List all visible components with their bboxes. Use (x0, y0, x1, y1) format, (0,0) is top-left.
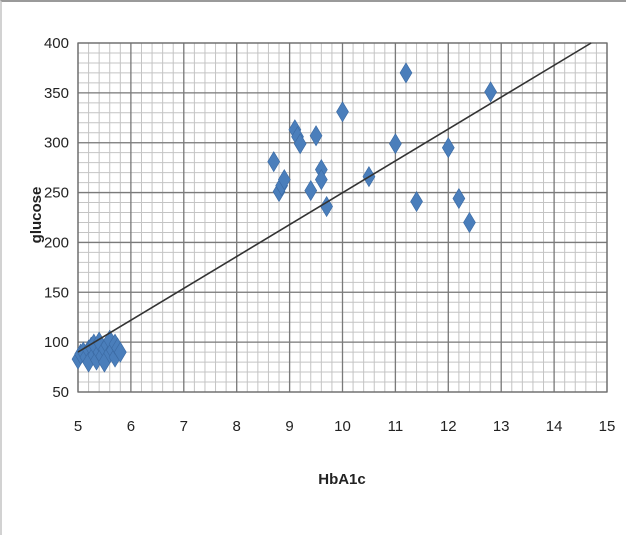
y-axis-tick-labels: 50 100 150 200 250 300 350 400 (44, 35, 69, 401)
y-axis-title: glucose (28, 187, 45, 244)
x-tick-label: 9 (285, 418, 293, 435)
x-tick-label: 11 (388, 418, 404, 435)
data-point (314, 169, 328, 191)
data-point (309, 125, 323, 147)
y-tick-label: 400 (44, 35, 69, 52)
x-tick-label: 13 (493, 418, 510, 435)
x-tick-label: 7 (180, 418, 188, 435)
y-tick-label: 250 (44, 185, 69, 202)
major-gridlines (77, 42, 608, 393)
data-point (304, 179, 318, 202)
x-tick-label: 6 (127, 418, 135, 435)
data-point (441, 137, 455, 159)
y-tick-label: 50 (52, 384, 69, 401)
x-axis-title: HbA1c (318, 471, 366, 488)
y-tick-label: 300 (44, 135, 69, 152)
data-point (320, 195, 333, 218)
data-point (277, 169, 291, 191)
y-tick-label: 200 (44, 234, 69, 251)
y-tick-label: 150 (44, 284, 69, 301)
x-tick-label: 14 (546, 418, 563, 435)
data-point (452, 187, 466, 210)
x-tick-label: 12 (440, 418, 457, 435)
plot-area-border (77, 42, 608, 393)
data-point (293, 133, 307, 155)
data-point (399, 62, 413, 84)
data-point (463, 211, 476, 234)
x-tick-label: 10 (334, 418, 351, 435)
trendline-group (77, 42, 592, 353)
x-tick-label: 5 (74, 418, 82, 435)
y-tick-label: 350 (44, 85, 69, 102)
data-point (484, 81, 497, 103)
trendline (77, 42, 592, 353)
x-tick-label: 8 (233, 418, 241, 435)
data-points (71, 62, 497, 373)
plot-border (77, 42, 608, 393)
data-point (336, 101, 349, 123)
data-point (113, 341, 127, 363)
data-point (389, 133, 402, 155)
data-point (410, 190, 423, 213)
x-axis-tick-labels: 5 6 7 8 9 10 11 12 13 14 15 (74, 418, 616, 435)
data-point (267, 151, 281, 173)
y-tick-label: 100 (44, 334, 69, 351)
x-tick-label: 15 (599, 418, 616, 435)
